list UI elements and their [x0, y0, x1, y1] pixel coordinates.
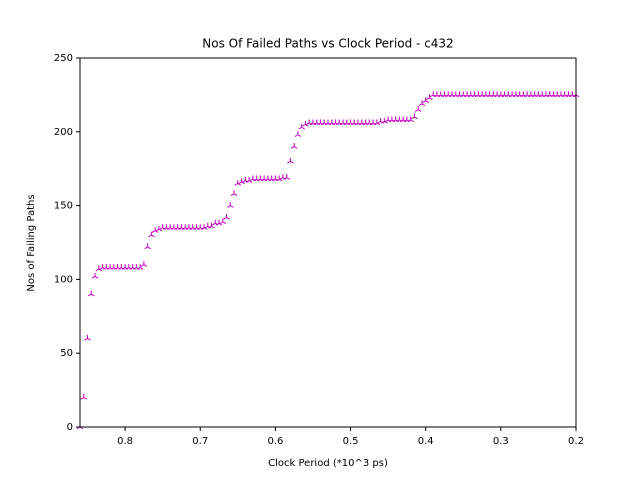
- point: [227, 202, 234, 208]
- point: [140, 261, 148, 267]
- point: [283, 174, 290, 180]
- point: [84, 334, 91, 341]
- point: [136, 264, 144, 270]
- y-tick-label: 50: [60, 348, 73, 359]
- point: [422, 97, 429, 103]
- point: [275, 175, 283, 182]
- point: [294, 131, 302, 137]
- point: [208, 222, 215, 229]
- point: [87, 290, 95, 297]
- point: [151, 227, 159, 233]
- point: [234, 179, 242, 186]
- x-tick-label: 0.8: [117, 436, 133, 447]
- x-tick-label: 0.4: [418, 436, 434, 447]
- point: [215, 219, 223, 226]
- point: [426, 94, 433, 101]
- point: [230, 190, 238, 196]
- point: [238, 178, 245, 185]
- point: [381, 117, 388, 124]
- point: [144, 243, 151, 250]
- y-tick-label: 0: [67, 422, 73, 433]
- y-axis-label: Nos of Failing Paths: [26, 194, 37, 291]
- x-tick-label: 0.2: [568, 436, 584, 447]
- y-tick-label: 150: [54, 201, 73, 212]
- plot-marks: [76, 91, 580, 430]
- point: [411, 113, 418, 120]
- x-tick-label: 0.3: [493, 436, 509, 447]
- chart-title: Nos Of Failed Paths vs Clock Period - c4…: [202, 37, 453, 51]
- point: [407, 116, 414, 123]
- point: [290, 143, 298, 149]
- y-tick-label: 200: [54, 127, 73, 138]
- point: [219, 218, 227, 225]
- point: [373, 119, 381, 126]
- point: [418, 100, 426, 106]
- y-tick-label: 250: [54, 53, 73, 64]
- x-tick-label: 0.5: [343, 436, 359, 447]
- x-tick-label: 0.6: [267, 436, 283, 447]
- x-axis-label: Clock Period (*10^3 ps): [268, 458, 388, 469]
- point: [223, 213, 230, 220]
- point: [302, 120, 309, 127]
- point: [80, 393, 88, 400]
- point: [148, 231, 155, 238]
- point: [287, 157, 294, 164]
- point: [91, 272, 99, 279]
- point: [95, 265, 103, 272]
- point: [155, 225, 163, 232]
- point: [298, 123, 305, 130]
- point: [245, 177, 253, 183]
- point: [200, 224, 208, 230]
- x-tick-label: 0.7: [192, 436, 208, 447]
- y-tick-label: 100: [54, 274, 73, 285]
- point: [414, 106, 422, 112]
- plot-frame: [79, 57, 577, 428]
